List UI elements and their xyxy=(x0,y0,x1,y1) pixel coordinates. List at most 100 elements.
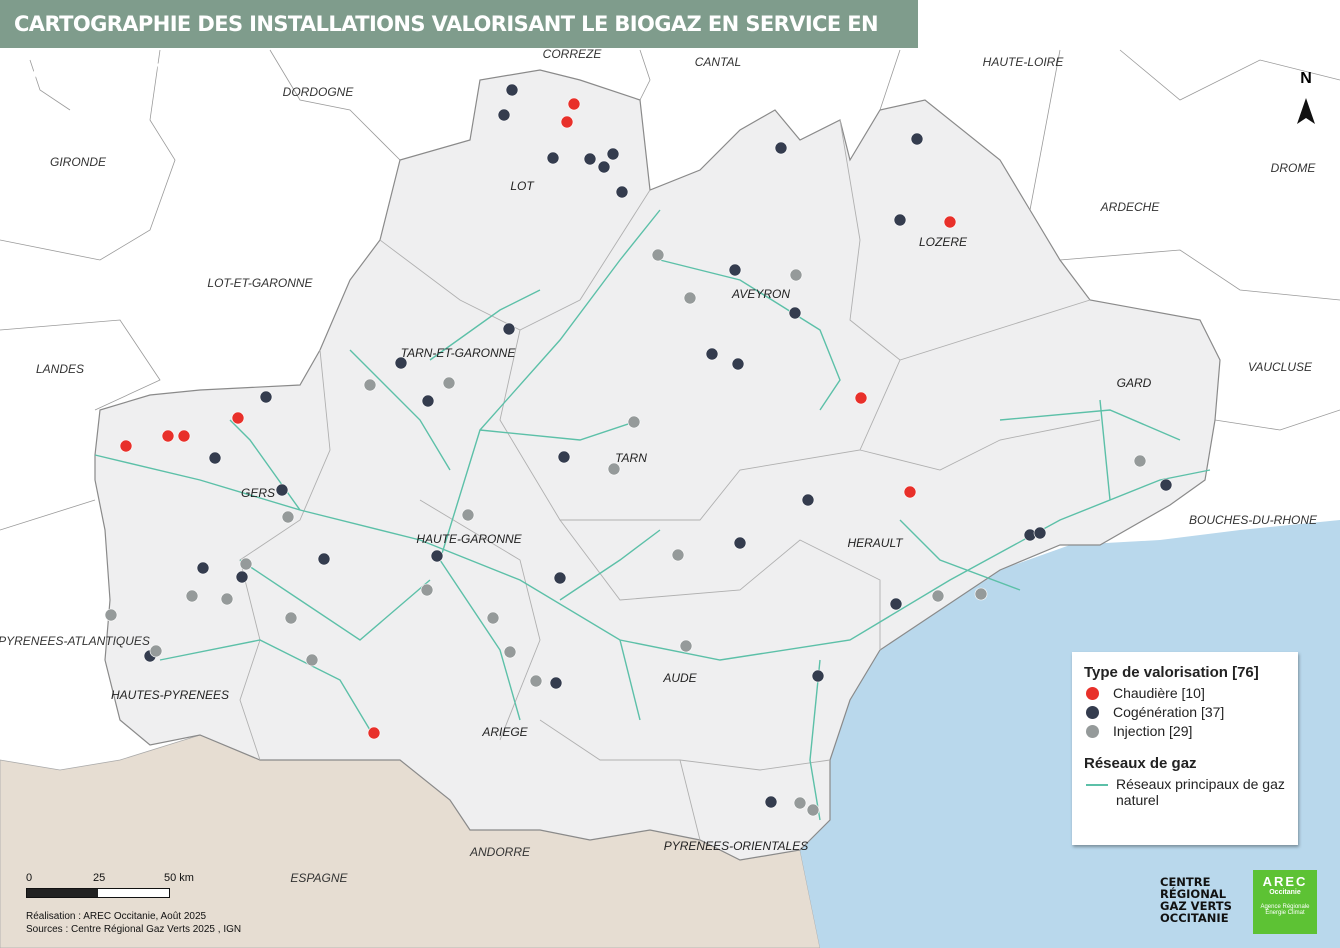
installation-injection[interactable] xyxy=(931,589,945,603)
installation-injection[interactable] xyxy=(239,557,253,571)
scale-bar: 0 25 50 km xyxy=(26,872,206,898)
installation-chaudiere[interactable] xyxy=(177,429,191,443)
installation-injection[interactable] xyxy=(284,611,298,625)
gas-network xyxy=(94,209,1211,821)
installation-cogeneration[interactable] xyxy=(259,390,273,404)
installation-cogeneration[interactable] xyxy=(1159,478,1173,492)
installation-injection[interactable] xyxy=(149,644,163,658)
installation-chaudiere[interactable] xyxy=(943,215,957,229)
installation-injection[interactable] xyxy=(220,592,234,606)
installation-chaudiere[interactable] xyxy=(231,411,245,425)
installation-chaudiere[interactable] xyxy=(367,726,381,740)
installation-injection[interactable] xyxy=(627,415,641,429)
label-dordogne: DORDOGNE xyxy=(283,85,355,99)
installation-cogeneration[interactable] xyxy=(583,152,597,166)
installation-injection[interactable] xyxy=(671,548,685,562)
installation-chaudiere[interactable] xyxy=(161,429,175,443)
installation-cogeneration[interactable] xyxy=(497,108,511,122)
installation-chaudiere[interactable] xyxy=(560,115,574,129)
installation-injection[interactable] xyxy=(305,653,319,667)
installation-cogeneration[interactable] xyxy=(731,357,745,371)
installation-chaudiere[interactable] xyxy=(903,485,917,499)
installation-injection[interactable] xyxy=(683,291,697,305)
installation-cogeneration[interactable] xyxy=(889,597,903,611)
installation-injection[interactable] xyxy=(529,674,543,688)
legend-title: Type de valorisation [76] xyxy=(1084,664,1259,681)
installation-injection[interactable] xyxy=(793,796,807,810)
installation-cogeneration[interactable] xyxy=(705,347,719,361)
installation-injection[interactable] xyxy=(806,803,820,817)
installation-cogeneration[interactable] xyxy=(553,571,567,585)
grey-dot-icon xyxy=(1086,724,1099,738)
installation-cogeneration[interactable] xyxy=(546,151,560,165)
neighbor-labels: CORREZE CANTAL HAUTE-LOIRE DORDOGNE GIRONDE D… xyxy=(0,47,1318,885)
installation-cogeneration[interactable] xyxy=(430,549,444,563)
label-lot-et-garonne: LOT-ET-GARONNE xyxy=(207,276,313,290)
installation-cogeneration[interactable] xyxy=(235,570,249,584)
installation-injection[interactable] xyxy=(503,645,517,659)
label-aude: AUDE xyxy=(662,671,697,685)
label-haute-garonne: HAUTE-GARONNE xyxy=(416,532,522,546)
label-tarn: TARN xyxy=(615,451,647,465)
installation-chaudiere[interactable] xyxy=(119,439,133,453)
installation-cogeneration[interactable] xyxy=(208,451,222,465)
installation-injection[interactable] xyxy=(679,639,693,653)
installation-cogeneration[interactable] xyxy=(910,132,924,146)
installation-injection[interactable] xyxy=(974,587,988,601)
installation-cogeneration[interactable] xyxy=(317,552,331,566)
label-correze: CORREZE xyxy=(543,47,603,61)
installation-injection[interactable] xyxy=(442,376,456,390)
label-bouches-du-rhone: BOUCHES-DU-RHONE xyxy=(1189,513,1318,527)
installations xyxy=(104,83,1173,817)
installation-injection[interactable] xyxy=(607,462,621,476)
installation-cogeneration[interactable] xyxy=(502,322,516,336)
label-herault: HERAULT xyxy=(847,536,904,550)
installation-cogeneration[interactable] xyxy=(606,147,620,161)
label-ariege: ARIEGE xyxy=(481,725,528,739)
installation-injection[interactable] xyxy=(486,611,500,625)
installation-cogeneration[interactable] xyxy=(557,450,571,464)
label-vaucluse: VAUCLUSE xyxy=(1248,360,1313,374)
installation-injection[interactable] xyxy=(104,608,118,622)
installation-injection[interactable] xyxy=(363,378,377,392)
installation-cogeneration[interactable] xyxy=(505,83,519,97)
installation-cogeneration[interactable] xyxy=(615,185,629,199)
installation-injection[interactable] xyxy=(185,589,199,603)
north-label: N xyxy=(1300,70,1312,87)
department-labels: LOT LOZERE AVEYRON TARN-ET-GARONNE GARD TARN G… xyxy=(111,179,1152,853)
installation-cogeneration[interactable] xyxy=(728,263,742,277)
installation-cogeneration[interactable] xyxy=(1033,526,1047,540)
installation-injection[interactable] xyxy=(789,268,803,282)
installation-cogeneration[interactable] xyxy=(394,356,408,370)
installation-cogeneration[interactable] xyxy=(811,669,825,683)
installation-cogeneration[interactable] xyxy=(421,394,435,408)
scale-tick: 25 xyxy=(93,872,106,884)
north-arrow-icon xyxy=(1297,98,1315,124)
label-gers: GERS xyxy=(241,486,275,500)
installation-injection[interactable] xyxy=(1133,454,1147,468)
installation-cogeneration[interactable] xyxy=(733,536,747,550)
arec-logo: AREC Occitanie Agence Régionale Énergie Cl… xyxy=(1253,870,1317,934)
installation-cogeneration[interactable] xyxy=(597,160,611,174)
crgv-logo: CENTRE RÉGIONAL GAZ VERTS OCCITANIE xyxy=(1160,875,1232,925)
installation-injection[interactable] xyxy=(461,508,475,522)
line-icon xyxy=(1086,784,1108,786)
installation-injection[interactable] xyxy=(420,583,434,597)
label-andorre: ANDORRE xyxy=(469,845,531,859)
installation-cogeneration[interactable] xyxy=(764,795,778,809)
installation-cogeneration[interactable] xyxy=(196,561,210,575)
label-espagne: ESPAGNE xyxy=(290,871,348,885)
installation-injection[interactable] xyxy=(651,248,665,262)
installation-chaudiere[interactable] xyxy=(567,97,581,111)
installation-cogeneration[interactable] xyxy=(774,141,788,155)
installation-cogeneration[interactable] xyxy=(801,493,815,507)
installation-cogeneration[interactable] xyxy=(549,676,563,690)
installation-cogeneration[interactable] xyxy=(893,213,907,227)
installation-cogeneration[interactable] xyxy=(275,483,289,497)
legend-network-title: Réseaux de gaz xyxy=(1084,755,1197,772)
occitanie-region xyxy=(94,69,1221,861)
installation-cogeneration[interactable] xyxy=(788,306,802,320)
installation-injection[interactable] xyxy=(281,510,295,524)
installation-chaudiere[interactable] xyxy=(854,391,868,405)
